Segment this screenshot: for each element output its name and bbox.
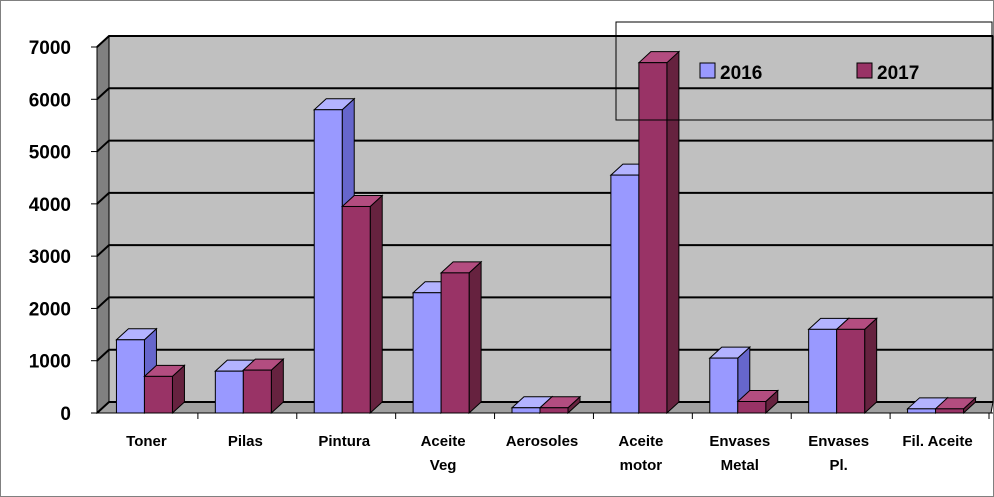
y-tick-label: 6000 — [29, 90, 71, 111]
bar-2017-0 — [143, 375, 173, 414]
x-tick-label: Envases Metal — [709, 433, 770, 474]
gridline — [96, 191, 993, 205]
bar-side — [666, 50, 680, 415]
legend-label: 2017 — [877, 63, 919, 84]
gridline — [96, 35, 993, 48]
legend: 2016 2017 — [615, 21, 993, 121]
bar-2017-6 — [737, 400, 767, 414]
x-tick-label: Aceite motor — [618, 433, 663, 474]
x-tick-label-line: motor — [620, 457, 663, 474]
gridline — [96, 348, 993, 362]
bar-2016-0 — [115, 339, 145, 414]
bar-2017-1 — [242, 369, 272, 414]
x-tick-label: Envases Pl. — [808, 433, 869, 474]
legend-swatch — [856, 62, 873, 79]
gridline — [96, 87, 993, 101]
bar-2016-4 — [511, 407, 541, 414]
bar-2017-4 — [539, 407, 569, 414]
x-tick-label: Aceite Veg — [421, 433, 466, 474]
y-tick-label: 2000 — [29, 299, 71, 320]
x-tick-label-line: Aerosoles — [506, 433, 579, 450]
bar-2016-5 — [610, 174, 640, 414]
bar-2016-8 — [907, 408, 937, 414]
bar-2017-3 — [440, 272, 470, 414]
y-tick-label: 1000 — [29, 352, 71, 373]
x-tick-label-line: Fil. Aceite — [902, 433, 972, 450]
y-tick-label: 4000 — [29, 195, 71, 216]
x-tick-label-line: Pl. — [829, 457, 847, 474]
bar-side — [864, 317, 878, 415]
bar-2017-2 — [341, 205, 371, 414]
y-tick-label: 7000 — [29, 38, 71, 59]
gridline — [96, 296, 993, 310]
x-tick-label-line: Aceite — [421, 433, 466, 450]
legend-label: 2016 — [720, 63, 762, 84]
gridline — [96, 244, 993, 257]
legend-box — [615, 21, 993, 121]
bar-2017-7 — [836, 328, 866, 414]
x-tick-label-line: Pilas — [228, 433, 263, 450]
bar-2016-7 — [808, 328, 838, 414]
x-tick-label-line: Aceite — [618, 433, 663, 450]
bar-side — [369, 194, 383, 415]
x-tick-label: Toner — [126, 433, 167, 450]
bar-side — [468, 260, 482, 415]
bar-2017-5 — [638, 62, 668, 414]
bar-2016-2 — [313, 109, 343, 414]
x-tick-label: Aerosoles — [506, 433, 579, 450]
x-tick-label: Pintura — [318, 433, 370, 450]
x-tick-label: Fil. Aceite — [902, 433, 972, 450]
bar-2016-6 — [709, 357, 739, 414]
x-tick-label-line: Envases — [709, 433, 770, 450]
legend-swatch — [699, 62, 716, 79]
bar-2016-1 — [214, 370, 244, 414]
x-tick-label-line: Envases — [808, 433, 869, 450]
x-tick-label: Pilas — [228, 433, 263, 450]
x-tick-label-line: Toner — [126, 433, 167, 450]
x-tick-label-line: Metal — [721, 457, 759, 474]
y-tick-label: 5000 — [29, 143, 71, 164]
gridlines — [96, 35, 993, 414]
gridline — [96, 401, 993, 414]
y-tick-label: 0 — [60, 404, 71, 425]
bar-2017-8 — [935, 408, 965, 414]
gridline — [96, 139, 993, 153]
bars — [115, 50, 977, 415]
bar-2016-3 — [412, 292, 442, 414]
x-tick-label-line: Veg — [430, 457, 457, 474]
y-tick-label: 3000 — [29, 247, 71, 268]
x-tick-label-line: Pintura — [318, 433, 370, 450]
